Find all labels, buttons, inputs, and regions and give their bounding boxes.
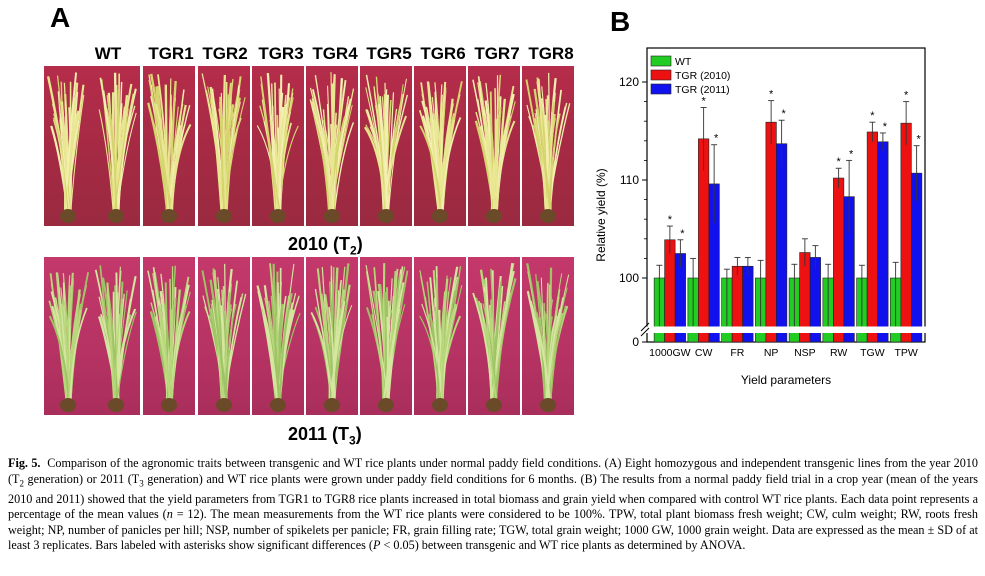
plant-photo — [44, 257, 140, 415]
plant-photo — [522, 257, 574, 415]
legend-swatch — [650, 55, 672, 67]
rice-plant-image — [147, 73, 192, 223]
chart-svg: 0 100 110 120 Relative yield (%) * * 1000GW * * CW… — [594, 47, 935, 387]
rice-plant-image — [365, 263, 409, 412]
rice-plant-image — [472, 263, 517, 412]
significance-asterisk: * — [836, 156, 841, 168]
plant-photo — [143, 257, 195, 415]
significance-asterisk: * — [870, 110, 875, 122]
y-tick-label: 0 — [632, 335, 639, 349]
plant-label-tgr8: TGR8 — [528, 44, 574, 63]
figure-caption: Fig. 5. Comparison of the agronomic trai… — [8, 456, 979, 553]
significance-asterisk: * — [916, 134, 921, 146]
y-tick-label: 100 — [619, 271, 639, 285]
plant-photo — [360, 257, 412, 415]
x-tick-label: TPW — [894, 347, 917, 359]
rice-plant-image — [46, 72, 85, 223]
x-tick-label: NSP — [794, 347, 816, 359]
plant-photo — [198, 257, 250, 415]
rice-plant-image — [98, 72, 137, 223]
rice-plant-image — [256, 263, 301, 412]
rice-plant-image — [526, 263, 570, 412]
significance-asterisk: * — [668, 214, 673, 226]
plant-photo — [198, 66, 250, 226]
plant-label-tgr7: TGR7 — [474, 44, 520, 63]
significance-asterisk: * — [701, 95, 706, 107]
plant-label-tgr1: TGR1 — [148, 44, 194, 63]
rice-plant-image — [472, 74, 516, 223]
legend-swatch — [650, 83, 672, 95]
x-tick-label: NP — [764, 347, 779, 359]
plant-photo — [414, 66, 466, 226]
rice-plant-image — [309, 72, 355, 223]
bar — [776, 143, 788, 343]
bar — [765, 121, 777, 343]
plant-photo — [360, 66, 412, 226]
y-tick-label: 120 — [619, 75, 639, 89]
plant-photo — [468, 66, 520, 226]
plant-label-tgr6: TGR6 — [420, 44, 466, 63]
panel-a-letter: A — [50, 2, 71, 33]
plant-photo — [44, 66, 140, 226]
axis-break-mark — [640, 322, 650, 332]
plant-photo — [522, 66, 574, 226]
plant-photo — [143, 66, 195, 226]
x-tick-label: RW — [830, 347, 847, 359]
y-tick-label: 110 — [620, 173, 639, 187]
significance-asterisk: * — [781, 108, 786, 120]
y-axis-label: Relative yield (%) — [594, 168, 608, 261]
year-label-2010: 2010 (T2) — [288, 234, 363, 258]
rice-plant-image — [364, 74, 408, 223]
plant-photo — [252, 66, 304, 226]
rice-plant-image — [525, 72, 571, 223]
legend-label: WT — [675, 56, 692, 68]
yield-bar-chart: 0 100 110 120 Relative yield (%) * * 1000GW * * CW… — [585, 40, 975, 390]
rice-plant-image — [48, 272, 90, 412]
rice-plant-image — [419, 266, 463, 412]
rice-plant-image — [201, 73, 246, 223]
bar — [877, 141, 889, 343]
plant-label-tgr5: TGR5 — [366, 44, 412, 63]
legend-swatch — [650, 69, 672, 81]
rice-plant-image — [418, 81, 463, 223]
axis-break-band — [637, 327, 935, 333]
significance-asterisk: * — [769, 89, 774, 101]
significance-asterisk: * — [883, 121, 888, 133]
x-tick-label: FR — [730, 347, 744, 359]
plant-photo — [252, 257, 304, 415]
plant-label-tgr3: TGR3 — [258, 44, 304, 63]
rice-plant-image — [201, 263, 247, 412]
plant-photo — [468, 257, 520, 415]
plant-label-tgr2: TGR2 — [202, 44, 248, 63]
legend-label: TGR (2011) — [675, 84, 730, 96]
bar — [900, 122, 912, 343]
plant-photo — [414, 257, 466, 415]
axis-break-mark — [640, 327, 650, 337]
significance-asterisk: * — [904, 90, 909, 102]
bar — [866, 131, 878, 343]
rice-plant-image — [147, 265, 191, 412]
legend-label: TGR (2010) — [675, 70, 730, 82]
rice-plant-image — [310, 263, 353, 412]
significance-asterisk: * — [849, 148, 854, 160]
x-tick-label: CW — [695, 347, 713, 359]
x-axis-label: Yield parameters — [741, 373, 831, 387]
panel-b-letter: B — [610, 6, 631, 37]
plant-photo — [306, 257, 358, 415]
x-tick-label: 1000GW — [649, 347, 691, 359]
plant-label-wt: WT — [94, 44, 122, 63]
significance-asterisk: * — [714, 133, 719, 145]
rice-plant-image — [94, 265, 137, 412]
plant-label-tgr4: TGR4 — [312, 44, 358, 63]
year-label-2011: 2011 (T3) — [288, 424, 362, 448]
significance-asterisk: * — [680, 228, 685, 240]
x-tick-label: TGW — [860, 347, 885, 359]
rice-plant-image — [256, 72, 299, 223]
plant-photo — [306, 66, 358, 226]
bar — [833, 177, 845, 343]
